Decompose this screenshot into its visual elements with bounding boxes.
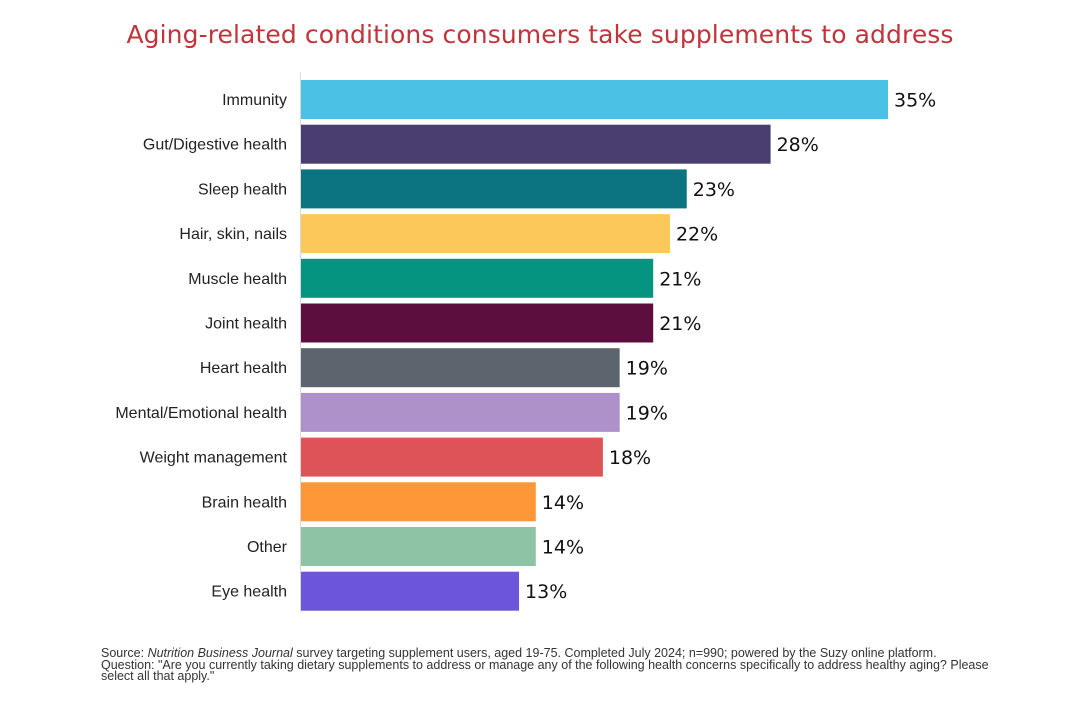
value-label-muscle-health: 21%: [659, 268, 701, 290]
bar-immunity: [301, 80, 888, 119]
category-label-eye-health: Eye health: [211, 584, 287, 601]
bar-joint-health: [301, 303, 654, 343]
chart-title: Aging-related conditions consumers take …: [126, 20, 954, 49]
bar-heart-health: [301, 348, 620, 388]
bar-hair-skin-nails: [301, 214, 670, 254]
bar-weight-management: [301, 437, 603, 477]
value-label-gut-digestive-health: 28%: [777, 134, 819, 156]
value-label-immunity: 35%: [894, 90, 936, 112]
value-label-brain-health: 14%: [542, 492, 584, 514]
category-label-weight-management: Weight management: [140, 450, 288, 467]
bar-muscle-health: [301, 258, 654, 298]
bar-chart: Immunity 35% Gut/Digestive health 28% Sleep …: [115, 72, 936, 612]
source-line: Source: Nutrition Business Journal surve…: [101, 646, 1001, 660]
value-label-joint-health: 21%: [659, 313, 701, 335]
source-text: survey targeting supplement users, aged …: [292, 646, 937, 660]
category-label-immunity: Immunity: [222, 92, 287, 109]
value-label-other: 14%: [542, 537, 584, 559]
value-label-sleep-health: 23%: [693, 179, 735, 201]
bar-sleep-health: [301, 169, 687, 209]
category-label-heart-health: Heart health: [200, 360, 287, 377]
category-label-muscle-health: Muscle health: [188, 271, 287, 288]
question-line: Question: "Are you currently taking diet…: [101, 657, 989, 683]
bars-group: Immunity 35% Gut/Digestive health 28% Sleep …: [115, 80, 936, 611]
category-label-brain-health: Brain health: [202, 494, 287, 511]
category-label-mental-emotional-health: Mental/Emotional health: [115, 405, 287, 422]
value-label-eye-health: 13%: [525, 581, 567, 603]
source-prefix: Source:: [101, 646, 148, 660]
category-label-other: Other: [247, 539, 288, 556]
value-label-mental-emotional-health: 19%: [626, 402, 668, 424]
bar-eye-health: [301, 571, 520, 611]
bar-other: [301, 527, 536, 566]
source-note: Source: Nutrition Business Journal surve…: [101, 646, 1001, 683]
category-label-sleep-health: Sleep health: [198, 181, 287, 198]
bar-brain-health: [301, 482, 536, 522]
value-label-weight-management: 18%: [609, 447, 651, 469]
bar-gut-digestive-health: [301, 124, 771, 164]
category-label-joint-health: Joint health: [205, 316, 287, 333]
category-label-hair-skin-nails: Hair, skin, nails: [179, 226, 287, 243]
value-label-hair-skin-nails: 22%: [676, 224, 718, 246]
bar-mental-emotional-health: [301, 392, 620, 432]
value-label-heart-health: 19%: [626, 358, 668, 380]
source-publication: Nutrition Business Journal: [147, 646, 293, 660]
category-label-gut-digestive-health: Gut/Digestive health: [143, 137, 287, 154]
